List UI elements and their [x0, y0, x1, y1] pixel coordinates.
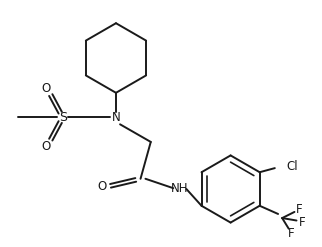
Text: F: F	[298, 216, 305, 229]
Text: O: O	[97, 181, 106, 193]
Text: F: F	[296, 203, 303, 216]
Text: NH: NH	[171, 183, 188, 195]
Text: S: S	[59, 111, 67, 124]
Text: O: O	[42, 140, 51, 152]
Text: Cl: Cl	[286, 160, 298, 173]
Text: O: O	[42, 82, 51, 95]
Text: F: F	[288, 227, 295, 240]
Text: N: N	[112, 111, 120, 124]
